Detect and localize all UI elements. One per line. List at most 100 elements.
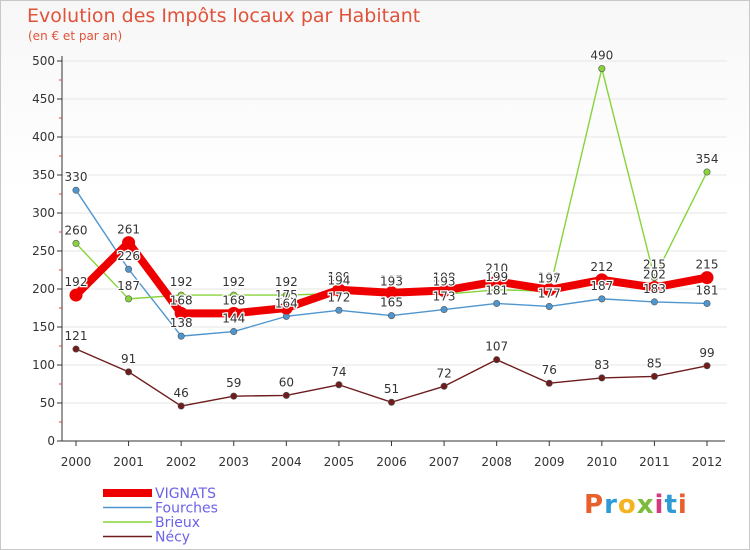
data-label: 490 <box>590 49 613 63</box>
data-label: 168 <box>170 293 193 307</box>
logo-letter: o <box>617 490 637 520</box>
data-point <box>282 391 290 399</box>
data-point <box>598 374 606 382</box>
data-point <box>72 239 80 247</box>
data-point <box>650 372 658 380</box>
data-label: 192 <box>65 275 88 289</box>
data-point <box>437 284 451 298</box>
data-label: 330 <box>65 170 88 184</box>
data-point <box>490 274 504 288</box>
y-tick-label: 500 <box>32 54 55 68</box>
data-label: 197 <box>538 271 561 285</box>
data-label: 261 <box>117 223 140 237</box>
x-tick-label: 2009 <box>534 455 565 469</box>
data-point <box>493 356 501 364</box>
x-tick-label: 2004 <box>271 455 302 469</box>
y-tick-label: 350 <box>32 168 55 182</box>
x-tick-label: 2005 <box>324 455 355 469</box>
data-label: 99 <box>699 346 714 360</box>
y-tick-label: 0 <box>47 434 55 448</box>
labels-fourches: 330 226 138 144 164 172 165 173 181 177 187 183 181 <box>63 169 719 331</box>
data-label: 193 <box>433 274 456 288</box>
data-point <box>703 299 711 307</box>
data-label: 72 <box>436 366 451 380</box>
data-point <box>332 283 346 297</box>
data-label: 192 <box>275 275 298 289</box>
data-label: 212 <box>590 260 613 274</box>
data-label: 91 <box>121 352 136 366</box>
proxiti-logo: Proxiti <box>584 490 694 526</box>
data-label: 199 <box>485 270 508 284</box>
x-tick-label: 2001 <box>113 455 144 469</box>
data-label: 173 <box>433 290 456 304</box>
labels-nécy: 121 91 46 59 60 74 51 72 107 76 83 85 99 <box>63 328 716 402</box>
data-label: 193 <box>380 274 403 288</box>
data-point <box>545 302 553 310</box>
data-label: 187 <box>590 279 613 293</box>
data-point <box>387 312 395 320</box>
y-tick-label: 250 <box>32 244 55 258</box>
data-point <box>385 286 398 300</box>
logo-letter: x <box>636 490 655 520</box>
x-tick-label: 2006 <box>376 455 407 469</box>
series-nécy <box>72 345 711 410</box>
data-point <box>650 298 658 306</box>
y-tick-label: 100 <box>32 358 55 372</box>
data-label: 168 <box>222 293 245 307</box>
data-point <box>335 306 343 314</box>
data-label: 260 <box>65 223 88 237</box>
data-point <box>230 328 238 336</box>
series-brieux <box>72 65 711 303</box>
data-label: 175 <box>275 288 298 302</box>
data-label: 354 <box>696 152 719 166</box>
data-point <box>177 402 185 410</box>
data-label: 183 <box>643 282 666 296</box>
data-point <box>700 271 714 285</box>
x-tick-label: 2007 <box>429 455 460 469</box>
data-label: 199 <box>538 270 561 284</box>
series-line <box>75 348 708 407</box>
data-point <box>69 288 83 302</box>
data-point <box>647 280 661 294</box>
data-label: 85 <box>647 356 662 370</box>
data-point <box>335 381 343 389</box>
data-label: 83 <box>594 358 609 372</box>
data-point <box>230 392 238 400</box>
data-point <box>125 368 133 376</box>
data-label: 192 <box>222 275 245 289</box>
grid-lines <box>62 60 727 404</box>
series-vignats <box>69 236 714 320</box>
data-point <box>493 299 501 307</box>
x-tick-label: 2010 <box>587 455 618 469</box>
data-label: 172 <box>327 290 350 304</box>
data-point <box>177 332 185 340</box>
data-point <box>279 301 293 315</box>
series-fourches <box>72 186 711 340</box>
data-point <box>282 291 290 299</box>
legend-label: Nécy <box>155 530 190 546</box>
data-point <box>595 273 609 287</box>
legend-label: VIGNATS <box>155 486 216 502</box>
logo-letter: P <box>584 490 605 520</box>
data-point <box>440 382 448 390</box>
data-label: 181 <box>696 283 719 297</box>
y-tick-label: 450 <box>32 92 55 106</box>
data-label: 76 <box>542 363 557 377</box>
data-label: 202 <box>643 267 666 281</box>
data-point <box>387 398 395 406</box>
data-point <box>598 65 606 73</box>
data-label: 121 <box>65 329 88 343</box>
data-label: 194 <box>327 274 350 288</box>
y-tick-label: 50 <box>40 396 55 410</box>
data-label: 215 <box>696 258 719 272</box>
data-label: 46 <box>174 386 189 400</box>
data-label: 138 <box>170 316 193 330</box>
x-tick-label: 2012 <box>692 455 723 469</box>
data-point <box>72 345 80 353</box>
data-label: 164 <box>275 296 298 310</box>
